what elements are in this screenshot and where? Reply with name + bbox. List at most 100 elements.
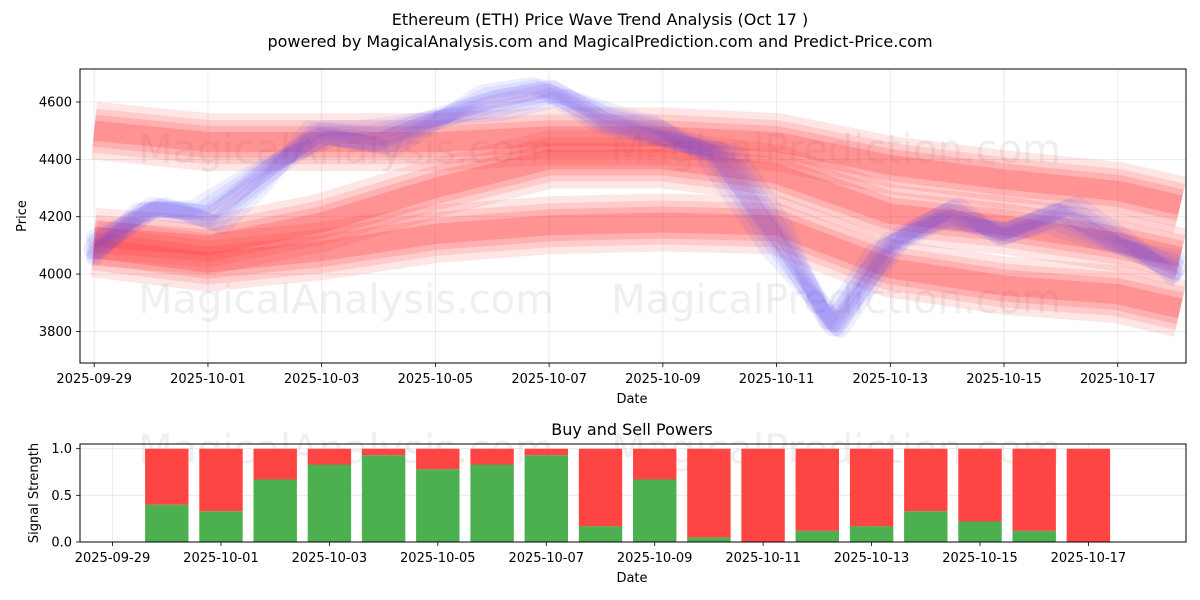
price-wave-line	[86, 88, 1186, 338]
price-lines	[83, 76, 1186, 338]
buy-sell-chart: Buy and Sell Powers 2025-09-29 2025-10-01…	[27, 420, 1187, 586]
sell-bar	[1066, 448, 1111, 542]
price-y-tick-label: 4200	[39, 210, 72, 225]
buy-sell-title: Buy and Sell Powers	[551, 420, 713, 439]
sell-bar	[524, 448, 568, 456]
buy-sell-y-tick-label: 0.5	[51, 489, 72, 504]
buy-sell-x-tick-label: 2025-10-07	[508, 551, 584, 566]
lower-band	[92, 206, 1184, 325]
buy-bar	[199, 511, 243, 542]
buy-sell-x-tick-label: 2025-10-03	[292, 551, 368, 566]
watermark-prediction-1: MagicalPrediction.com	[611, 127, 1061, 173]
price-wave-line	[86, 86, 1184, 337]
price-x-tick-label: 2025-10-09	[625, 372, 701, 387]
sell-bar	[958, 448, 1002, 522]
buy-bar	[416, 469, 460, 542]
price-y-tick-label: 3800	[39, 325, 72, 340]
sell-bar	[199, 448, 243, 512]
watermark-prediction-2: MagicalPrediction.com	[611, 277, 1061, 323]
price-plot-frame	[79, 68, 1187, 364]
price-y-tick-label: 4000	[39, 268, 72, 283]
buy-bar	[578, 526, 623, 542]
buy-bar	[687, 537, 731, 542]
price-y-tick-label: 4400	[39, 153, 72, 168]
price-chart: 2025-09-29 2025-10-01 2025-10-03 2025-10-05…	[15, 68, 1187, 407]
price-x-tick-label: 2025-10-13	[853, 372, 929, 387]
price-bands	[90, 101, 1187, 337]
sell-bar	[361, 448, 406, 456]
title-line-2: powered by MagicalAnalysis.com and Magic…	[267, 32, 932, 51]
buy-sell-y-tick-label: 1.0	[51, 442, 72, 457]
middle-band	[92, 137, 1186, 279]
middle-band	[92, 130, 1187, 286]
buy-bar	[904, 511, 948, 542]
price-wave-line	[86, 76, 1181, 330]
buy-sell-x-tick-label: 2025-09-29	[75, 551, 151, 566]
price-y-tick-label: 4600	[39, 95, 72, 110]
upper-band	[93, 120, 1183, 215]
buy-bar	[361, 455, 406, 542]
buy-bar	[307, 464, 352, 542]
buy-bar	[633, 479, 677, 542]
buy-bar	[958, 521, 1002, 542]
middle-band	[92, 143, 1184, 273]
price-x-tick-label: 2025-10-05	[398, 372, 474, 387]
buy-bar	[849, 526, 894, 542]
lower-band	[92, 212, 1183, 319]
watermark-analysis-2: MagicalAnalysis.com	[138, 277, 554, 323]
price-x-tick-label: 2025-09-29	[56, 372, 132, 387]
buy-sell-x-tick-label: 2025-10-09	[617, 551, 693, 566]
buy-sell-y-tick-label: 0.0	[51, 536, 72, 551]
buy-bar	[145, 504, 189, 542]
price-x-tick-label: 2025-10-15	[966, 372, 1042, 387]
sell-bar	[904, 448, 948, 512]
price-x-ticks: 2025-09-29 2025-10-01 2025-10-03 2025-10-05…	[56, 363, 1156, 387]
watermark-analysis-1: MagicalAnalysis.com	[138, 127, 554, 173]
price-x-tick-label: 2025-10-11	[739, 372, 815, 387]
buy-bar	[1012, 530, 1056, 542]
buy-sell-x-tick-label: 2025-10-15	[942, 551, 1018, 566]
sell-bar	[1012, 448, 1056, 531]
price-wave-line	[86, 78, 1182, 332]
buy-bar	[470, 464, 514, 542]
buy-sell-x-tick-label: 2025-10-01	[183, 551, 259, 566]
buy-sell-x-axis-label: Date	[616, 571, 647, 586]
buy-bar	[795, 530, 839, 542]
lower-band	[91, 200, 1186, 330]
sell-bar	[633, 448, 677, 480]
price-x-axis-label: Date	[616, 392, 647, 407]
sell-bar	[145, 448, 189, 505]
price-wave-line	[86, 80, 1184, 333]
price-y-ticks: 3800 4000 4200 4400 4600	[39, 95, 80, 340]
buy-sell-y-axis-label: Signal Strength	[27, 443, 42, 543]
price-y-axis-label: Price	[15, 200, 30, 232]
sell-bar	[307, 448, 352, 465]
price-x-tick-label: 2025-10-07	[511, 372, 587, 387]
upper-band	[92, 108, 1186, 227]
buy-sell-x-tick-label: 2025-10-13	[834, 551, 910, 566]
lower-band	[90, 193, 1187, 337]
buy-sell-bars	[145, 448, 1111, 542]
buy-sell-x-ticks: 2025-09-29 2025-10-01 2025-10-03 2025-10-05…	[75, 542, 1126, 566]
buy-sell-x-tick-label: 2025-10-11	[725, 551, 801, 566]
price-wave-line	[87, 83, 1182, 333]
upper-band	[91, 101, 1187, 234]
sell-bar	[578, 448, 623, 527]
sell-bar	[687, 448, 731, 538]
price-x-tick-label: 2025-10-01	[170, 372, 246, 387]
price-x-tick-label: 2025-10-17	[1080, 372, 1156, 387]
sell-bar	[253, 448, 297, 480]
price-x-tick-label: 2025-10-03	[284, 372, 360, 387]
upper-band	[92, 114, 1184, 221]
sell-bar	[849, 448, 894, 527]
buy-sell-plot-frame	[79, 443, 1187, 543]
buy-sell-x-tick-label: 2025-10-17	[1051, 551, 1127, 566]
sell-bar	[470, 448, 514, 465]
sell-bar	[416, 448, 460, 470]
buy-bar	[524, 455, 568, 542]
price-wave-line	[83, 79, 1186, 337]
middle-band	[93, 149, 1183, 267]
sell-bar	[741, 448, 785, 542]
buy-sell-y-ticks: 0.0 0.5 1.0	[51, 442, 80, 551]
